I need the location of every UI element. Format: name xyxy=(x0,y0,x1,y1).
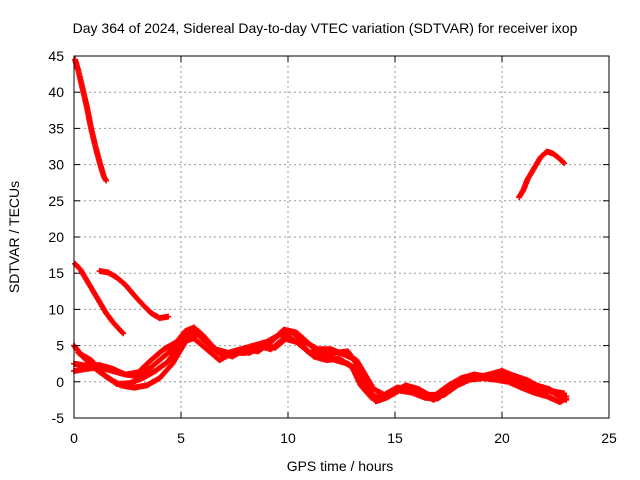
data-point xyxy=(561,160,568,167)
y-tick-label: 15 xyxy=(48,265,64,281)
data-point xyxy=(119,329,126,336)
x-tick-label: 0 xyxy=(70,430,78,446)
series-track-mid-decay xyxy=(72,260,127,337)
y-tick-label: 35 xyxy=(48,120,64,136)
series-track-late-rise xyxy=(516,148,568,201)
y-tick-label: 5 xyxy=(56,338,64,354)
y-tick-label: 30 xyxy=(48,157,64,173)
y-tick-label: 20 xyxy=(48,229,64,245)
y-tick-label: 45 xyxy=(48,48,64,64)
x-tick-label: 5 xyxy=(177,430,185,446)
plot-series xyxy=(71,56,570,406)
y-tick-label: 25 xyxy=(48,193,64,209)
y-axis-title: SDTVAR / TECUs xyxy=(6,181,22,293)
data-point xyxy=(563,395,570,402)
x-tick-label: 25 xyxy=(601,430,617,446)
y-tick-label: 40 xyxy=(48,84,64,100)
x-axis-title: GPS time / hours xyxy=(287,458,394,474)
series-track-high-decay xyxy=(72,56,110,184)
series-track-low-d xyxy=(75,335,570,406)
axis-labels: 0 5 10 15 20 25 -5 0 5 10 15 20 25 30 35 40 45 xyxy=(48,48,617,446)
chart-title: Day 364 of 2024, Sidereal Day-to-day VTE… xyxy=(73,20,578,36)
data-point xyxy=(559,159,566,166)
x-tick-label: 20 xyxy=(494,430,510,446)
axis-ticks xyxy=(73,55,610,419)
data-point xyxy=(561,390,568,397)
y-tick-label: 0 xyxy=(56,374,64,390)
y-tick-label: 10 xyxy=(48,301,64,317)
x-tick-label: 15 xyxy=(387,430,403,446)
x-tick-label: 10 xyxy=(280,430,296,446)
data-point xyxy=(165,313,172,320)
data-point xyxy=(120,330,127,337)
series-track-mid-hump xyxy=(96,268,172,322)
data-point xyxy=(103,177,110,184)
y-tick-label: -5 xyxy=(52,410,65,426)
